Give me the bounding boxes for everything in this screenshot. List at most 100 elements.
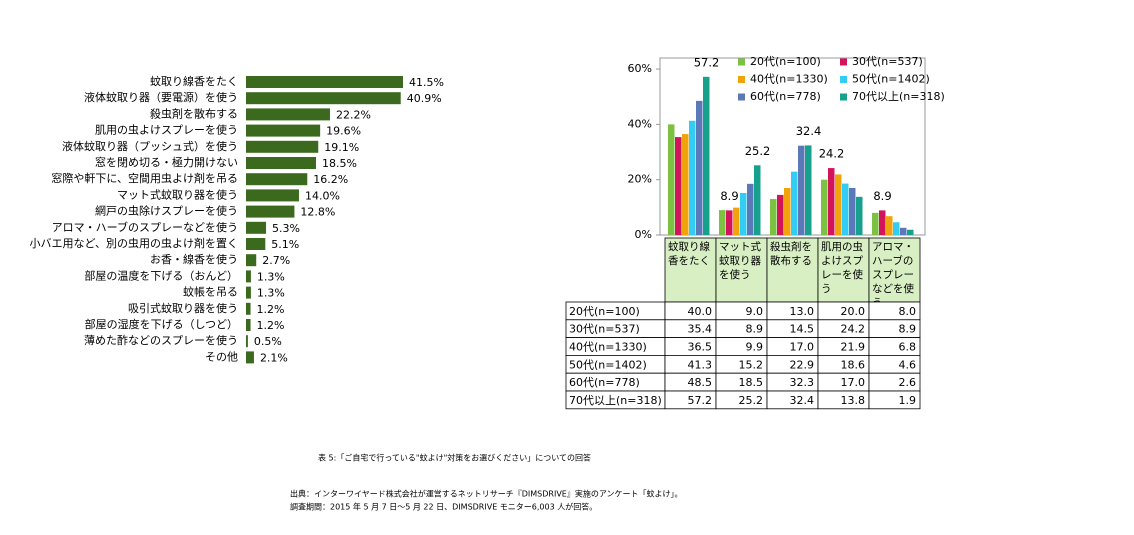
category-label: 窓際や軒下に、空間用虫よけ剤を吊る [51,171,238,185]
bar [689,120,696,235]
bar [246,173,308,186]
legend-label: 60代(n=778) [750,90,821,103]
y-tick-label: 40% [628,117,652,130]
bar [777,194,784,235]
table-row-label: 20代(n=100) [569,305,640,318]
table-value: 21.9 [841,341,866,354]
table-value: 6.8 [899,341,917,354]
legend-label: 40代(n=1330) [750,73,828,86]
category-label: 蚊取り線香をたく [150,74,238,88]
table-value: 22.9 [790,358,815,371]
legend-label: 20代(n=100) [750,55,821,68]
bar [805,145,812,235]
table-header: マット式蚊取り器を使う [719,241,761,281]
category-label: その他 [205,350,238,363]
bar [856,196,863,235]
category-label: アロマ・ハーブのスプレーなどを使う [52,220,238,234]
table-header-text: 蚊取り線香をたく [668,241,710,267]
table-value: 18.6 [841,358,866,371]
category-label: 小バエ用など、別の虫用の虫よけ剤を置く [30,236,238,250]
table-row-label: 30代(n=537) [569,323,640,336]
bar [246,238,266,250]
bar [246,302,251,315]
value-label: 18.5% [322,157,357,170]
table-value: 57.2 [688,394,713,407]
table-value: 32.4 [790,394,815,407]
value-label: 22.2% [336,108,371,121]
bar [246,124,321,137]
bar [872,212,879,235]
table-value: 20.0 [841,305,866,318]
bar [246,157,316,169]
bar [828,168,835,235]
table-header-cell [868,237,921,303]
value-label: 12.8% [300,206,335,219]
category-label: 肌用の虫よけスプレーを使う [95,124,238,137]
table-value: 25.2 [739,394,764,407]
legend-swatch [738,58,745,66]
table-header: アロマ・ハーブのスプレーなどを使う [872,241,914,302]
bar [246,76,403,88]
table-value: 8.9 [899,323,917,336]
category-label: 蚊帳を吊る [183,285,238,299]
table-cell [868,390,921,410]
bar [246,319,251,331]
data-label: 25.2 [745,144,771,158]
table-header-text: 殺虫剤を散布する [770,241,812,267]
category-label: マット式蚊取り器を使う [117,187,238,201]
bar [246,270,251,283]
table-value: 35.4 [688,323,713,336]
bar [246,351,254,364]
category-label: 部屋の温度を下げる（おんど） [84,268,238,282]
value-label: 2.7% [262,254,290,267]
category-label: 窓を閉め切る・極力開けない [95,155,238,169]
value-label: 19.1% [324,141,359,154]
bar [791,171,798,235]
legend-swatch [840,76,847,83]
source: 調査期間：2015 年 5 月 7 日～5 月 22 日、DIMSDRIVE モ… [290,502,597,512]
data-label: 57.2 [694,55,720,69]
value-label: 1.2% [257,303,285,316]
value-label: 41.5% [409,76,444,89]
bar [879,210,886,235]
bar [821,179,828,235]
legend-label: 30代(n=537) [852,55,923,68]
data-label: 8.9 [873,189,891,203]
table-value: 13.0 [790,305,815,318]
bar [726,210,733,235]
value-label: 5.3% [272,222,300,235]
table-value: 13.8 [841,394,866,407]
category-label: 薄めた酢などのスプレーを使う [84,333,238,347]
bar [907,229,914,235]
category-label: お香・線香を使う [150,252,238,266]
category-label: 液体蚊取り器（プッシュ式）を使う [62,139,238,153]
value-label: 1.2% [257,319,285,332]
data-label: 32.4 [796,124,822,138]
table-header: 殺虫剤を散布する [770,241,812,267]
y-tick-label: 60% [628,62,652,75]
legend-swatch [840,93,847,101]
table-value: 9.0 [746,305,764,318]
table-value: 2.6 [899,376,917,389]
data-label: 8.9 [720,189,738,203]
table-value: 40.0 [688,305,713,318]
data-label: 24.2 [819,147,845,161]
bar [246,335,248,348]
category-label: 部屋の湿度を下げる（しつど） [85,317,238,331]
bar [747,183,754,235]
bar [246,254,257,267]
table-value: 17.0 [790,341,815,354]
bar [719,210,726,235]
table-header-text: 肌用の虫よけスプレーを使う [821,241,863,295]
bar [849,187,856,235]
bar [246,205,295,218]
value-label: 14.0% [305,189,340,202]
legend-swatch [840,58,847,66]
value-label: 16.2% [313,173,348,186]
category-label: 液体蚊取り器（要電源）を使う [84,90,238,104]
table-header: 蚊取り線香をたく [668,241,710,267]
bar [703,76,710,236]
bar [754,165,761,235]
